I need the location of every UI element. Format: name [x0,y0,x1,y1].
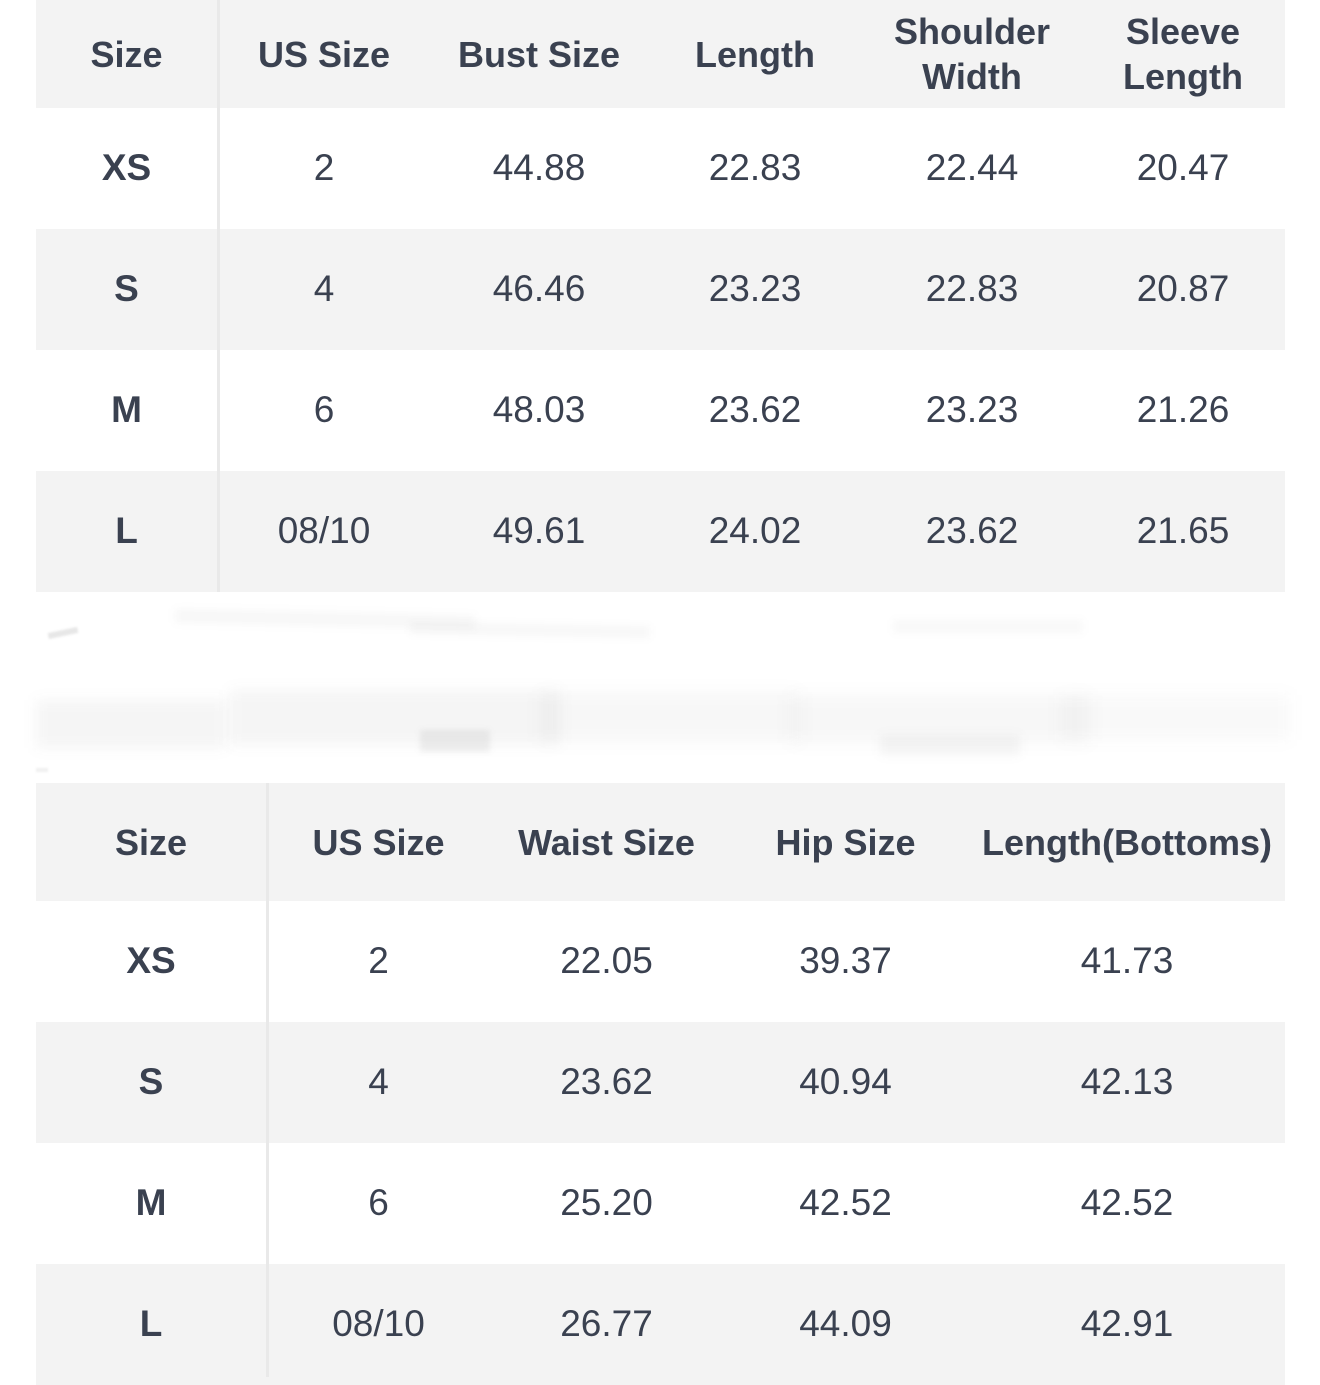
measurement-cell: 22.83 [925,268,1019,310]
size-label-xs: XS [101,147,152,189]
watermark-smudge [36,700,226,748]
measurement-cell: 46.46 [492,268,586,310]
table-row-s: S 4 23.62 40.94 42.13 [36,1022,1285,1143]
watermark-smudge [47,626,79,640]
column-header-bust-size: Bust Size [457,33,621,75]
size-label-l: L [115,510,138,552]
column-header-length-bottoms: Length(Bottoms) [982,821,1272,863]
measurement-cell: 23.23 [708,268,802,310]
column-header-hip-size: Hip Size [775,821,916,863]
column-header-us-size: US Size [257,33,391,75]
column-header-size: Size [90,33,163,75]
size-label-m: M [111,389,142,431]
watermark-smudge [893,620,1083,633]
column-header-length: Length [695,33,815,75]
measurement-cell: 2 [313,147,335,189]
measurement-cell: 48.03 [492,389,586,431]
measurement-cell: 08/10 [277,510,371,552]
measurement-cell: 44.09 [799,1303,892,1345]
measurement-cell: 40.94 [799,1061,892,1103]
table-row-l: L 08/10 26.77 44.09 42.91 [36,1264,1285,1385]
measurement-cell: 42.91 [1080,1303,1174,1345]
measurement-cell: 23.62 [560,1061,653,1103]
table-row-xs: XS 2 22.05 39.37 41.73 [36,901,1285,1022]
size-label-m: M [135,1182,167,1224]
measurement-cell: 42.52 [799,1182,892,1224]
measurement-cell: 22.05 [560,940,653,982]
watermark-smudge [174,608,476,630]
measurement-cell: 24.02 [708,510,802,552]
watermark-smudge [409,621,651,639]
measurement-cell: 39.37 [799,940,892,982]
column-header-sleeve-length: Sleeve Length [1123,11,1243,97]
measurement-cell: 08/10 [332,1303,425,1345]
column-header-us-size: US Size [312,821,445,863]
header-row: Size US Size Waist Size Hip Size Length(Bott… [36,783,1285,901]
table-row-l: L 08/10 49.61 24.02 23.62 21.65 [36,471,1285,592]
watermark-smudge [1060,695,1290,740]
measurement-cell: 4 [313,268,335,310]
size-label-s: S [138,1061,164,1103]
table-row-xs: XS 2 44.88 22.83 22.44 20.47 [36,108,1285,229]
measurement-cell: 22.44 [925,147,1019,189]
watermark-smudge [230,690,560,745]
table-row-s: S 4 46.46 23.23 22.83 20.87 [36,229,1285,350]
table-row-m: M 6 25.20 42.52 42.52 [36,1143,1285,1264]
measurement-cell: 23.62 [925,510,1019,552]
tops-size-table: Size US Size Bust Size Length Shoulder Width… [36,0,1285,592]
measurement-cell: 23.62 [708,389,802,431]
bottoms-size-table: Size US Size Waist Size Hip Size Length(Bott… [36,783,1285,1385]
measurement-cell: 41.73 [1080,940,1174,982]
measurement-cell: 22.83 [708,147,802,189]
measurement-cell: 6 [313,389,335,431]
measurement-cell: 44.88 [492,147,586,189]
size-label-l: L [139,1303,163,1345]
measurement-cell: 20.47 [1136,147,1230,189]
size-label-s: S [114,268,139,310]
measurement-cell: 23.23 [925,389,1019,431]
watermark-smudge [540,692,800,742]
column-header-waist-size: Waist Size [518,821,695,863]
measurement-cell: 26.77 [560,1303,653,1345]
measurement-cell: 49.61 [492,510,586,552]
watermark-smudge [790,695,1090,743]
column-header-shoulder-width: Shoulder Width [893,11,1050,97]
measurement-cell: 42.52 [1080,1182,1174,1224]
measurement-cell: 6 [368,1182,389,1224]
watermark-smudge [880,735,1020,755]
column-header-size: Size [114,821,188,863]
watermark-smudge [420,730,490,752]
watermark-smudge [36,768,48,772]
measurement-cell: 20.87 [1136,268,1230,310]
size-label-xs: XS [126,940,176,982]
measurement-cell: 2 [368,940,389,982]
measurement-cell: 25.20 [560,1182,653,1224]
header-row: Size US Size Bust Size Length Shoulder Width… [36,0,1285,108]
measurement-cell: 21.26 [1136,389,1230,431]
measurement-cell: 4 [368,1061,389,1103]
table-row-m: M 6 48.03 23.62 23.23 21.26 [36,350,1285,471]
measurement-cell: 42.13 [1080,1061,1174,1103]
measurement-cell: 21.65 [1136,510,1230,552]
